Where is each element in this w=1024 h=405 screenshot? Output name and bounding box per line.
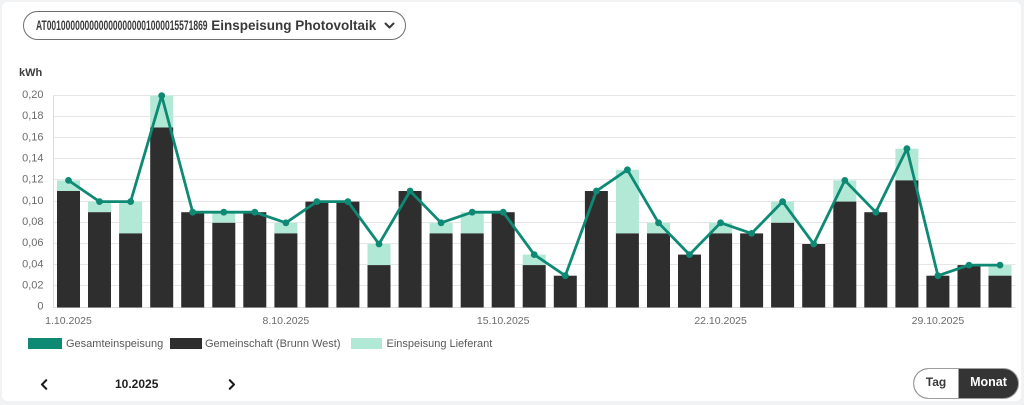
svg-text:1.10.2025: 1.10.2025: [45, 315, 92, 327]
svg-text:0,16: 0,16: [22, 131, 43, 143]
svg-text:0,14: 0,14: [22, 152, 43, 164]
svg-text:0,06: 0,06: [22, 237, 43, 249]
svg-text:0,18: 0,18: [22, 110, 43, 122]
svg-text:0,20: 0,20: [22, 89, 43, 101]
svg-text:0,12: 0,12: [22, 174, 43, 186]
svg-text:29.10.2025: 29.10.2025: [912, 315, 965, 327]
svg-text:0,10: 0,10: [22, 195, 43, 207]
svg-text:8.10.2025: 8.10.2025: [263, 315, 310, 327]
svg-text:0,08: 0,08: [22, 216, 43, 228]
svg-text:15.10.2025: 15.10.2025: [477, 315, 530, 327]
svg-text:22.10.2025: 22.10.2025: [694, 315, 747, 327]
svg-text:0: 0: [37, 301, 43, 313]
svg-text:0,04: 0,04: [22, 258, 43, 270]
svg-text:0,02: 0,02: [22, 280, 43, 292]
